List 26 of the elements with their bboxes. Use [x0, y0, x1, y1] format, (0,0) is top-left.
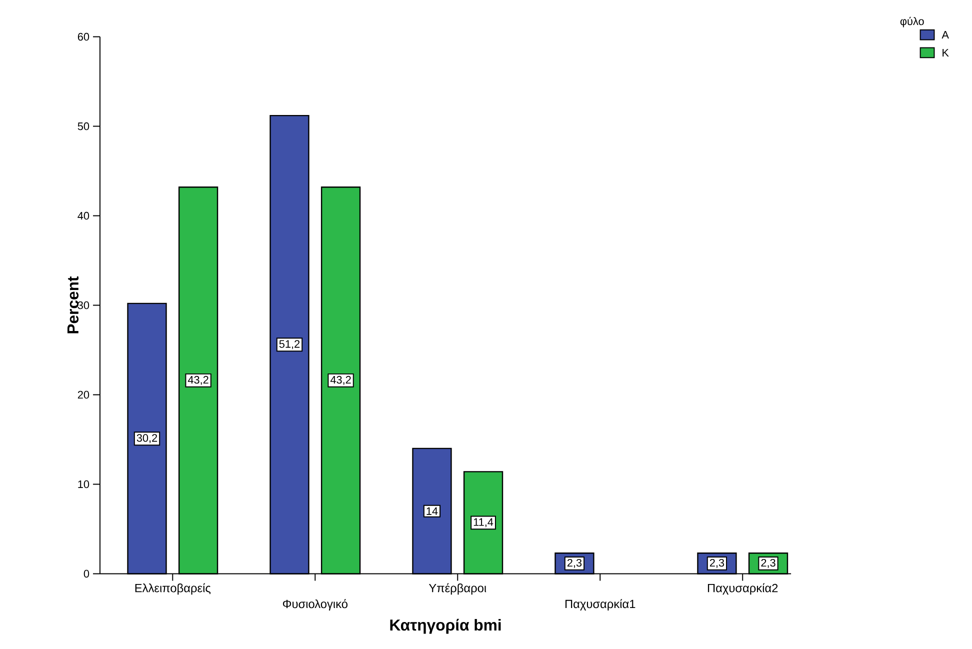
data-label: 11,4	[474, 518, 494, 528]
x-tick-label: Ελλειποβαρείς	[135, 583, 211, 594]
data-label: 43,2	[330, 376, 351, 385]
y-tick-label: 60	[78, 32, 90, 40]
y-tick-label: 10	[78, 480, 90, 488]
y-axis-title: Percent	[67, 276, 79, 334]
x-tick-label: Φυσιολογικό	[282, 598, 348, 610]
data-label: 43,2	[188, 376, 208, 385]
legend-label: Α	[942, 30, 949, 38]
data-label: 30,2	[136, 434, 158, 443]
legend-title: φύλο	[900, 16, 924, 28]
data-label: 51,2	[279, 340, 300, 349]
y-tick-label: 30	[78, 301, 90, 309]
y-tick-label: 40	[78, 212, 90, 220]
x-tick-label: Παχυσαρκία1	[565, 598, 636, 610]
x-tick-label: Παχυσαρκία2	[708, 583, 778, 594]
x-axis-title: Κατηγορία bmi	[390, 618, 501, 634]
legend-label: Κ	[942, 48, 949, 56]
data-label: 2,3	[761, 558, 776, 568]
y-tick-label: 50	[78, 122, 90, 130]
x-tick-label: Υπέρβαροι	[428, 583, 486, 594]
data-label: 14	[426, 507, 438, 515]
y-tick-label: 0	[84, 570, 90, 578]
data-label: 2,3	[710, 558, 724, 568]
data-label: 2,3	[567, 558, 582, 568]
y-tick-label: 20	[78, 390, 90, 398]
